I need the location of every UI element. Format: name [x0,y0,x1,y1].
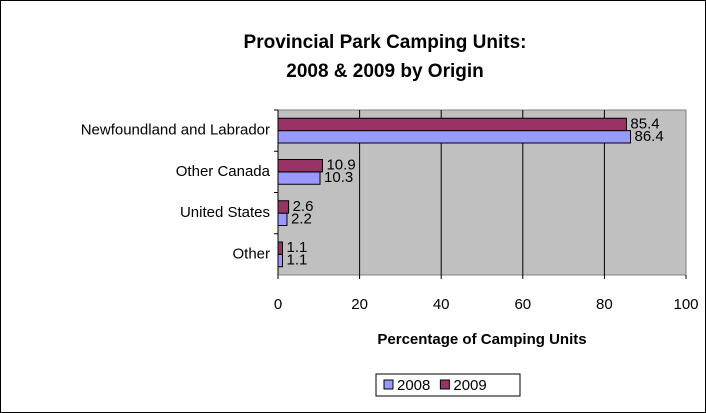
data-label: 10.9 [326,157,355,174]
data-label: 2.2 [291,210,312,227]
x-tick-label: 0 [274,296,282,313]
chart-title: 2008 & 2009 by Origin [286,61,484,82]
y-tick-label: Newfoundland and Labrador [81,122,270,139]
data-label: 2.6 [293,198,314,215]
bar [277,241,283,255]
legend-swatch [439,379,450,390]
y-tick-label: Other Canada [176,163,271,180]
legend-label: 2008 [397,377,430,394]
bar [277,200,290,214]
x-tick-label: 100 [673,296,698,313]
data-label: 86.4 [635,128,664,145]
x-tick-label: 60 [514,296,531,313]
bar [277,159,323,173]
x-tick-label: 80 [596,296,613,313]
data-label: 1.1 [286,239,307,256]
x-tick-label: 40 [433,296,450,313]
chart-title: Provincial Park Camping Units: [244,32,527,53]
y-tick-label: Other [232,245,270,262]
legend-swatch [383,379,394,390]
data-label: 85.4 [630,115,659,132]
y-tick-label: United States [180,204,270,221]
bar [277,117,627,132]
legend-label: 2009 [453,377,486,394]
data-label: 1.1 [286,252,307,269]
bar [277,130,632,144]
data-label: 10.3 [324,169,353,186]
bar [277,171,321,185]
x-tick-label: 20 [351,296,368,313]
bar [277,212,288,226]
x-axis-label: Percentage of Camping Units [377,331,586,348]
bar [277,253,283,268]
